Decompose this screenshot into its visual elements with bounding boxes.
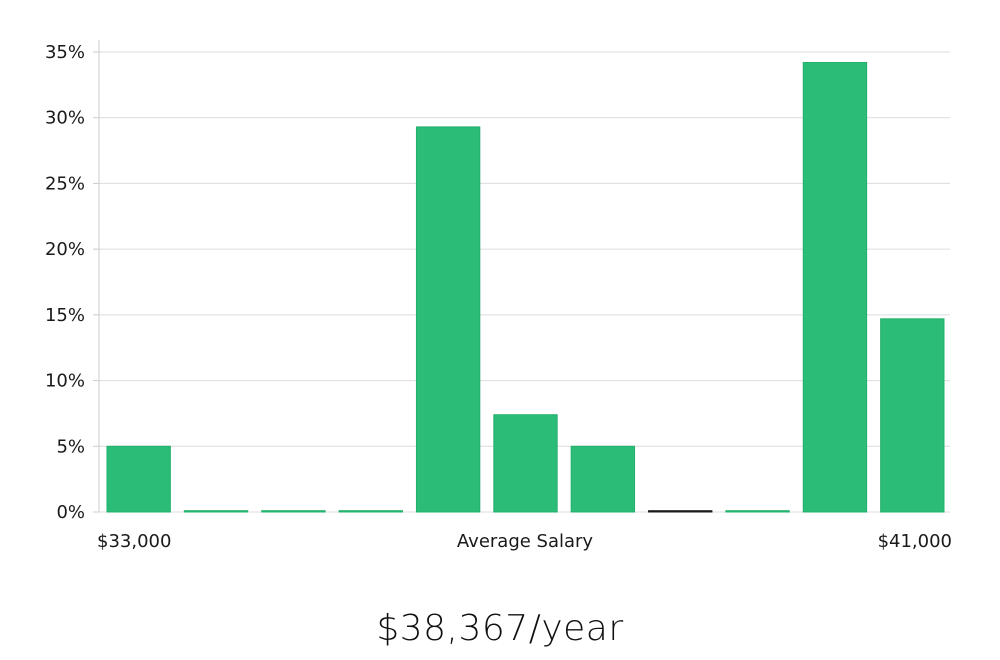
x-axis-min-label: $33,000 [97, 531, 171, 552]
y-tick-label: 10% [45, 371, 85, 392]
y-tick-label: 15% [45, 305, 85, 326]
bar [648, 510, 713, 513]
y-tick-label: 0% [56, 502, 85, 523]
bar [493, 414, 558, 513]
y-tick-label: 5% [56, 436, 85, 457]
x-axis-max-label: $41,000 [878, 531, 952, 552]
x-axis-title: Average Salary [457, 531, 594, 552]
y-tick-label: 30% [45, 108, 85, 129]
bars [106, 62, 945, 513]
gridlines [99, 51, 950, 513]
bar [106, 445, 171, 513]
bar [261, 510, 326, 513]
bar [338, 510, 403, 513]
bar [880, 318, 945, 513]
y-axis-ticks: 0% 5% 10% 15% 20% 25% 30% 35% [45, 42, 99, 523]
salary-histogram-chart: 0% 5% 10% 15% 20% 25% 30% 35% $33,000 Average S… [45, 40, 952, 552]
bar [725, 510, 790, 513]
y-tick-label: 35% [45, 42, 85, 63]
y-tick-label: 25% [45, 173, 85, 194]
y-tick-label: 20% [45, 239, 85, 260]
bar [570, 445, 636, 513]
average-salary-value: $38,367/year [376, 608, 624, 649]
bar [183, 510, 249, 513]
bar [802, 62, 868, 513]
bar [415, 126, 481, 513]
